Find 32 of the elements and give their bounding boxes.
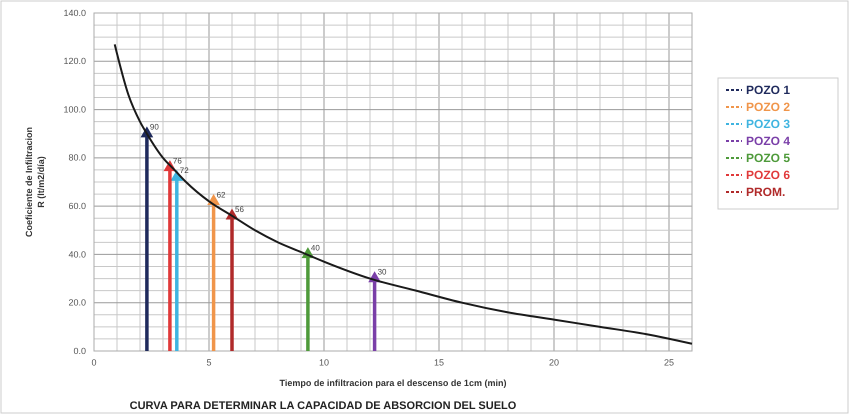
x-axis-title: Tiempo de infiltracion para el descenso de 1cm (min) [280, 378, 506, 388]
data-label: 62 [216, 190, 226, 200]
x-tick-label: 0 [91, 357, 97, 368]
x-tick-label: 10 [318, 357, 330, 368]
legend-label: POZO 4 [746, 134, 790, 148]
legend-label: POZO 2 [746, 100, 790, 114]
y-tick-label: 0.0 [73, 346, 86, 356]
legend-label: POZO 1 [746, 83, 790, 97]
x-tick-label: 5 [206, 357, 212, 368]
x-tick-label: 15 [434, 357, 444, 368]
data-label: 56 [235, 204, 244, 214]
legend-label: PROM. [746, 185, 786, 199]
legend-label: POZO 5 [746, 151, 790, 165]
text: CURVA PARA DETERMINAR LA CAPACIDAD DE ABSORCION DEL SUELO [130, 400, 517, 412]
legend-label: POZO 3 [746, 117, 790, 131]
x-tick-label: 25 [664, 357, 674, 368]
y-tick-label: 60.0 [68, 201, 86, 212]
data-label: 90 [150, 122, 160, 132]
data-label: 30 [378, 268, 388, 277]
data-label: 76 [172, 156, 182, 166]
y-tick-label: 40.0 [68, 249, 86, 260]
data-label: 72 [180, 166, 190, 176]
y-tick-label: 100.0 [63, 104, 86, 114]
y-tick-label: 20.0 [68, 298, 86, 308]
y-tick-label: 140.0 [63, 8, 86, 18]
line-series [114, 43, 693, 345]
y-axis-title: Coeficiente de Infiltracion R (lt/m2/día) [24, 126, 46, 238]
data-label: 40 [310, 243, 320, 252]
y-tick-label: 120.0 [63, 56, 86, 66]
legend-label: POZO 6 [746, 168, 790, 182]
y-tick-label: 80.0 [68, 152, 86, 163]
x-tick-label: 20 [548, 357, 560, 368]
